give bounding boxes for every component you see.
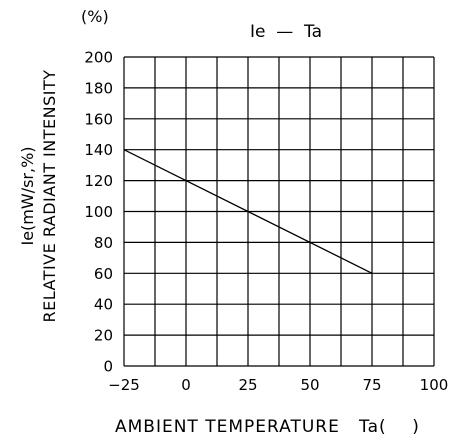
y-tick-label: 80 [94,234,113,252]
x-tick-label: −25 [108,376,140,394]
y-axis-label-line2: Ie(mW/sr,%) [18,146,37,245]
y-tick-label: 140 [84,141,113,159]
x-tick-label: 100 [420,376,449,394]
y-tick-label: 0 [103,358,113,376]
y-tick-label: 180 [84,79,113,97]
grid [123,56,435,367]
y-tick-label: 20 [94,327,113,345]
y-tick-label: 40 [94,296,113,314]
x-tick-label: 0 [181,376,191,394]
series-layer [123,149,373,274]
y-unit-label: (%) [81,7,109,26]
x-tick-label: 25 [238,376,257,394]
x-tick-labels: −25 0 25 50 75 100 [108,376,448,394]
y-tick-label: 200 [84,49,113,67]
x-axis-label: AMBIENT TEMPERATURE Ta( ) [115,417,420,437]
y-tick-label: 120 [84,172,113,190]
y-tick-label: 60 [94,265,113,283]
x-tick-label: 50 [300,376,319,394]
y-axis-label-line1: RELATIVE RADIANT INTENSITY [40,69,59,322]
x-tick-label: 75 [362,376,381,394]
y-tick-label: 100 [84,203,113,221]
y-tick-label: 160 [84,110,113,128]
chart-title: Ie — Ta [250,22,322,42]
series-line [123,149,373,274]
y-tick-labels: 0 20 40 60 80 100 120 140 160 180 200 [84,49,113,376]
